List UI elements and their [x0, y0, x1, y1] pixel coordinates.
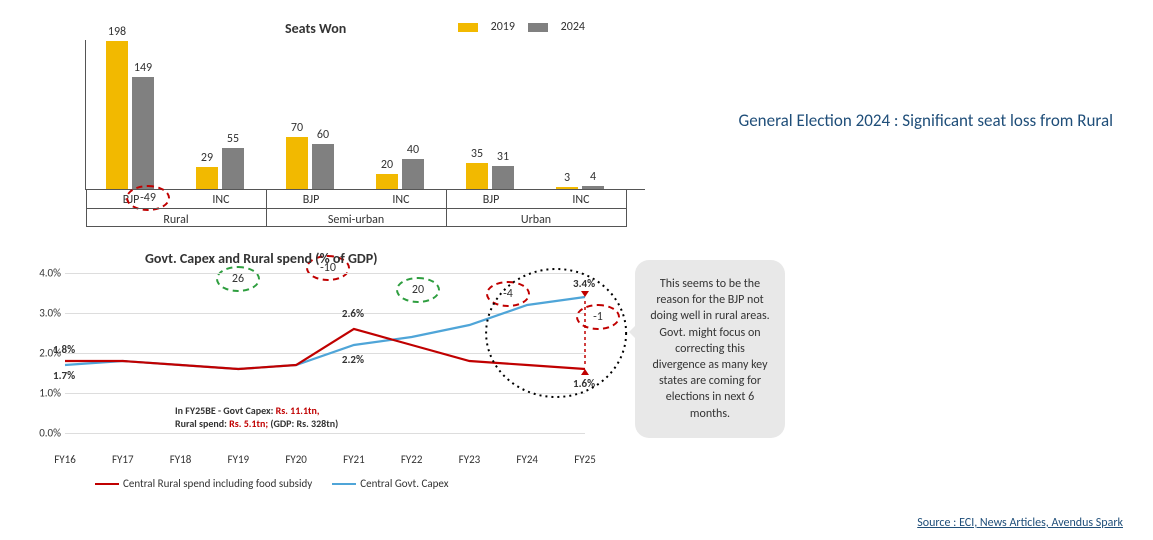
party-label: BJP	[446, 193, 536, 207]
fy-note: In FY25BE - Govt Capex: Rs. 11.1tn,Rural…	[175, 404, 338, 430]
party-label: INC	[536, 193, 626, 207]
line-chart-legend: Central Rural spend including food subsi…	[95, 477, 468, 490]
bar	[196, 167, 218, 189]
seats-legend: 2019 2024	[448, 20, 585, 34]
bar-value-label: 60	[308, 128, 338, 142]
y-tick: 3.0%	[25, 307, 61, 320]
bar-value-label: 198	[102, 25, 132, 39]
bar	[556, 187, 578, 189]
y-tick: 4.0%	[25, 267, 61, 280]
party-label: BJP	[266, 193, 356, 207]
bar-value-label: 40	[398, 143, 428, 157]
party-label: INC	[176, 193, 266, 207]
region-label: Semi-urban	[266, 213, 446, 227]
x-tick: FY17	[112, 453, 134, 466]
seats-bar-chart: Seats Won 2019 2024 198149BJP-492955INC2…	[85, 20, 645, 230]
bar	[466, 163, 488, 189]
x-tick: FY16	[54, 453, 76, 466]
bar-value-label: 4	[578, 170, 608, 184]
callout-bubble: This seems to be the reason for the BJP …	[635, 260, 785, 438]
x-tick: FY21	[343, 453, 365, 466]
bar	[286, 137, 308, 190]
bar	[376, 174, 398, 189]
x-tick: FY24	[516, 453, 538, 466]
bar-value-label: 29	[192, 151, 222, 165]
region-label: Rural	[86, 213, 266, 227]
party-label: INC	[356, 193, 446, 207]
region-label: Urban	[446, 213, 626, 227]
y-tick: 0.0%	[25, 427, 61, 440]
source-line: Source : ECI, News Articles, Avendus Spa…	[917, 516, 1123, 530]
point-label: 3.4%	[573, 277, 595, 290]
bar-value-label: 149	[128, 61, 158, 75]
bar-value-label: 55	[218, 132, 248, 146]
point-label: 2.6%	[342, 307, 364, 320]
x-tick: FY23	[459, 453, 481, 466]
page-headline: General Election 2024 : Significant seat…	[739, 110, 1114, 131]
x-tick: FY18	[170, 453, 192, 466]
point-label: 2.2%	[342, 353, 364, 366]
point-label: 1.8%	[53, 343, 75, 356]
bar	[312, 144, 334, 189]
x-tick: FY20	[285, 453, 307, 466]
bar	[222, 148, 244, 189]
bar	[492, 166, 514, 189]
x-tick: FY25	[574, 453, 596, 466]
bar	[582, 186, 604, 189]
bar	[106, 41, 128, 190]
line-chart: 0.0%1.0%2.0%3.0%4.0%FY16FY17FY18FY19FY20…	[65, 273, 605, 448]
bar-value-label: 20	[372, 158, 402, 172]
y-tick: 1.0%	[25, 387, 61, 400]
point-label: 1.7%	[53, 369, 75, 382]
point-label: 1.6%	[573, 377, 595, 390]
x-tick: FY19	[228, 453, 250, 466]
x-tick: FY22	[401, 453, 423, 466]
seats-chart-title: Seats Won	[285, 20, 346, 37]
bar	[402, 159, 424, 189]
bar-value-label: 31	[488, 150, 518, 164]
line-chart-title: Govt. Capex and Rural spend (% of GDP)	[145, 250, 1105, 267]
bar	[132, 77, 154, 189]
